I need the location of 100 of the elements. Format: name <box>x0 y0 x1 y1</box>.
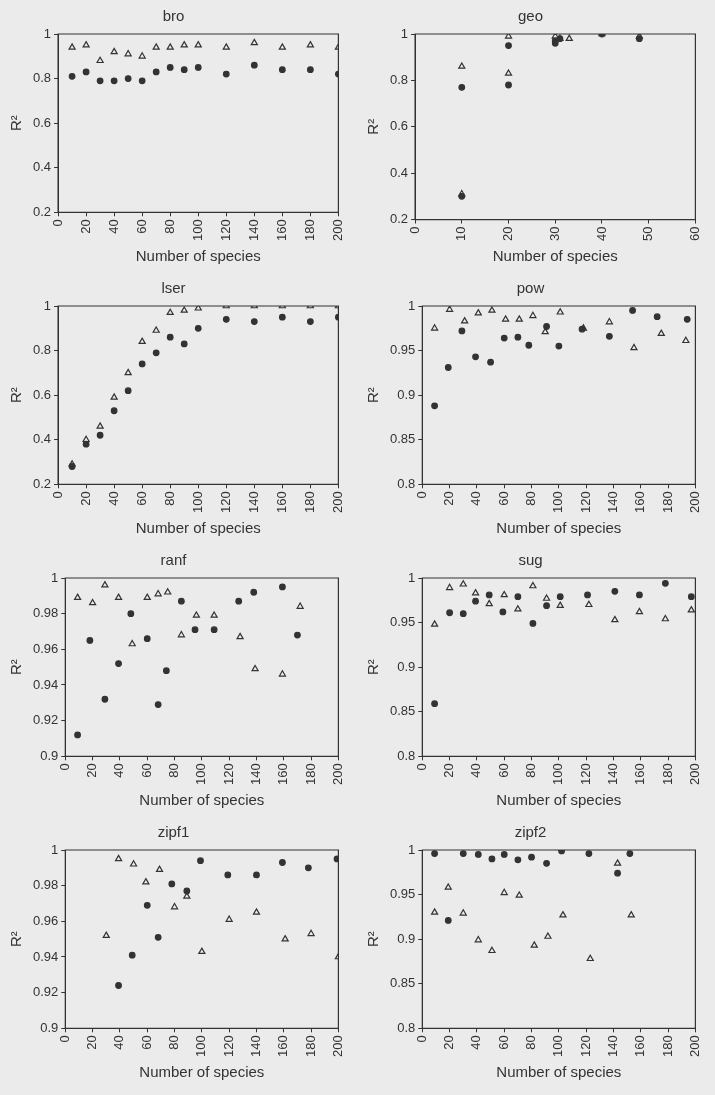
x-tick-label: 100 <box>189 491 205 514</box>
x-tick-label: 100 <box>189 219 205 242</box>
x-tick-label: 60 <box>495 1035 511 1050</box>
x-tick-label: 80 <box>523 491 539 506</box>
x-tick-label: 60 <box>133 491 149 506</box>
y-tick-label: 0.4 <box>389 164 409 180</box>
y-axis-title: R² <box>7 115 25 132</box>
x-tick-label: 120 <box>220 1035 236 1058</box>
y-tick-label: 0.8 <box>397 747 416 763</box>
y-tick-label: 0.9 <box>397 386 416 402</box>
y-tick-label: 0.92 <box>32 984 59 1000</box>
y-tick-label: 0.94 <box>32 948 59 964</box>
chart-title: bro <box>162 7 185 25</box>
y-tick-label: 1 <box>408 297 416 313</box>
chart-title: ranf <box>160 551 188 569</box>
x-tick-label: 140 <box>248 1035 264 1058</box>
x-tick-label: 160 <box>273 491 289 514</box>
y-tick-label: 0.8 <box>397 475 416 491</box>
x-tick-label: 80 <box>161 491 177 506</box>
x-tick-label: 80 <box>166 763 182 778</box>
y-tick-label: 0.9 <box>397 930 416 946</box>
x-tick-label: 40 <box>105 219 121 234</box>
x-tick-label: 100 <box>550 491 566 514</box>
x-tick-label: 180 <box>302 1035 318 1058</box>
y-axis-title: R² <box>364 659 382 676</box>
x-tick-label: 80 <box>166 1035 182 1050</box>
y-tick-label: 0.2 <box>32 475 52 491</box>
y-axis-title: R² <box>364 931 382 948</box>
y-tick-label: 1 <box>51 569 59 585</box>
x-axis-title: Number of species <box>492 247 618 265</box>
y-tick-label: 1 <box>51 841 59 857</box>
x-tick-label: 20 <box>84 763 100 778</box>
x-tick-label: 0 <box>56 763 72 771</box>
x-tick-label: 80 <box>523 1035 539 1050</box>
y-tick-label: 0.85 <box>389 975 416 991</box>
x-tick-label: 20 <box>77 491 93 506</box>
x-tick-label: 20 <box>441 1035 457 1050</box>
x-tick-label: 160 <box>275 763 291 786</box>
x-tick-label: 20 <box>84 1035 100 1050</box>
x-tick-label: 200 <box>686 1035 702 1058</box>
x-tick-label: 120 <box>577 1035 593 1058</box>
x-tick-label: 200 <box>686 491 702 514</box>
x-tick-label: 40 <box>468 491 484 506</box>
x-tick-label: 140 <box>248 763 264 786</box>
x-tick-label: 0 <box>413 763 429 771</box>
x-tick-label: 20 <box>441 763 457 778</box>
x-tick-label: 40 <box>111 763 127 778</box>
y-axis-title: R² <box>7 387 25 404</box>
x-tick-label: 20 <box>77 219 93 234</box>
x-tick-label: 60 <box>495 763 511 778</box>
x-tick-label: 180 <box>301 219 317 242</box>
x-tick-label: 180 <box>302 763 318 786</box>
y-tick-label: 0.94 <box>32 676 59 692</box>
x-tick-label: 40 <box>111 1035 127 1050</box>
x-tick-label: 40 <box>593 226 609 242</box>
y-tick-label: 0.4 <box>32 431 52 447</box>
x-tick-label: 180 <box>659 491 675 514</box>
x-axis-title: Number of species <box>139 791 265 809</box>
chart-title: lser <box>161 279 186 297</box>
x-tick-label: 40 <box>468 763 484 778</box>
x-tick-label: 120 <box>217 491 233 514</box>
x-tick-label: 60 <box>686 226 702 242</box>
y-tick-label: 0.85 <box>389 703 416 719</box>
x-tick-label: 160 <box>632 763 648 786</box>
x-tick-label: 200 <box>329 491 345 514</box>
x-tick-label: 160 <box>632 491 648 514</box>
y-tick-label: 1 <box>408 841 416 857</box>
x-tick-label: 100 <box>193 1035 209 1058</box>
y-tick-label: 0.6 <box>32 114 52 130</box>
x-tick-label: 160 <box>632 1035 648 1058</box>
x-axis-title: Number of species <box>135 519 261 537</box>
y-tick-label: 1 <box>43 25 52 41</box>
y-tick-label: 1 <box>400 25 409 41</box>
y-tick-label: 0.8 <box>397 1019 416 1035</box>
x-tick-label: 100 <box>550 763 566 786</box>
x-tick-label: 140 <box>245 219 261 242</box>
x-tick-label: 60 <box>133 219 149 234</box>
y-tick-label: 0.2 <box>389 211 409 227</box>
x-tick-label: 200 <box>686 763 702 786</box>
x-tick-label: 10 <box>453 226 469 242</box>
x-tick-label: 0 <box>56 1035 72 1043</box>
x-tick-label: 120 <box>220 763 236 786</box>
x-tick-label: 140 <box>605 763 621 786</box>
chart-title: geo <box>517 7 544 25</box>
x-tick-label: 200 <box>329 763 345 786</box>
y-axis-title: R² <box>364 387 382 404</box>
y-axis-title: R² <box>7 659 25 676</box>
y-axis-title: R² <box>364 118 382 135</box>
y-tick-label: 0.98 <box>32 605 59 621</box>
y-tick-label: 0.96 <box>32 640 59 656</box>
y-tick-label: 0.4 <box>32 159 52 175</box>
x-tick-label: 0 <box>413 1035 429 1043</box>
y-tick-label: 0.2 <box>32 203 52 219</box>
x-tick-label: 80 <box>161 219 177 234</box>
y-tick-label: 0.95 <box>389 614 416 630</box>
x-tick-label: 20 <box>441 491 457 506</box>
y-tick-label: 0.95 <box>389 342 416 358</box>
y-tick-label: 0.9 <box>40 747 59 763</box>
x-tick-label: 180 <box>301 491 317 514</box>
x-tick-label: 180 <box>659 763 675 786</box>
